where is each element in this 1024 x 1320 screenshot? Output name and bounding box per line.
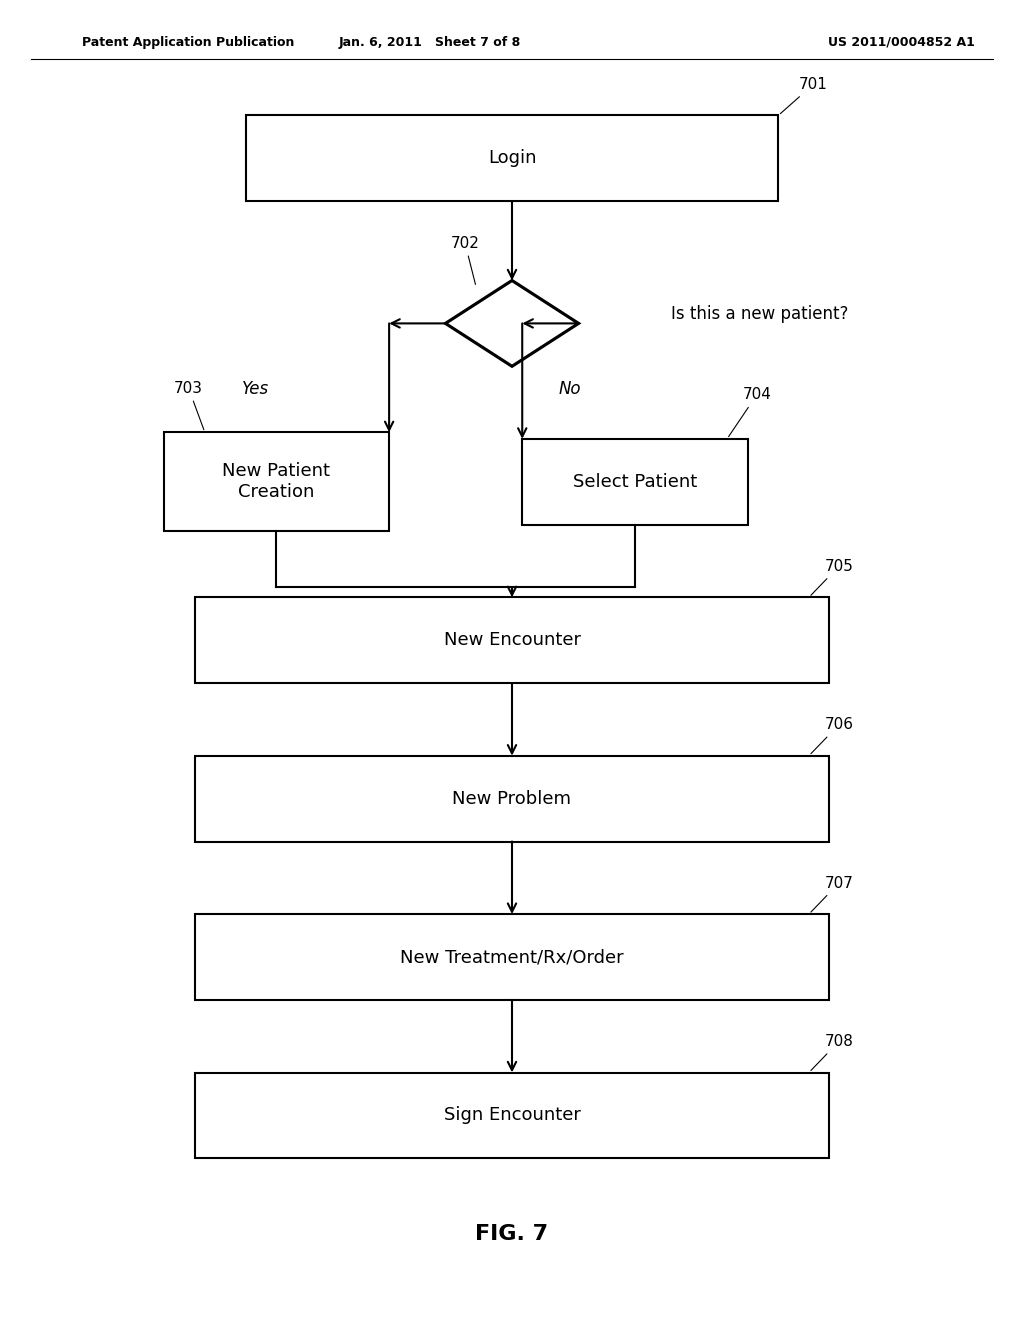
Text: 707: 707 xyxy=(811,875,853,912)
Text: US 2011/0004852 A1: US 2011/0004852 A1 xyxy=(827,36,975,49)
Text: 703: 703 xyxy=(174,380,204,430)
Text: New Patient
Creation: New Patient Creation xyxy=(222,462,331,502)
Text: 705: 705 xyxy=(811,558,853,595)
FancyBboxPatch shape xyxy=(522,438,748,524)
Text: Patent Application Publication: Patent Application Publication xyxy=(82,36,294,49)
Text: 701: 701 xyxy=(780,77,827,114)
Text: New Treatment/Rx/Order: New Treatment/Rx/Order xyxy=(400,948,624,966)
Text: Is this a new patient?: Is this a new patient? xyxy=(671,305,848,323)
Text: 704: 704 xyxy=(729,387,771,437)
Text: New Encounter: New Encounter xyxy=(443,631,581,649)
Text: New Problem: New Problem xyxy=(453,789,571,808)
Text: Yes: Yes xyxy=(243,380,269,399)
FancyBboxPatch shape xyxy=(195,755,829,842)
Text: FIG. 7: FIG. 7 xyxy=(475,1224,549,1245)
Text: Jan. 6, 2011   Sheet 7 of 8: Jan. 6, 2011 Sheet 7 of 8 xyxy=(339,36,521,49)
Text: Login: Login xyxy=(487,149,537,168)
Text: No: No xyxy=(558,380,581,399)
FancyBboxPatch shape xyxy=(195,913,829,1001)
FancyBboxPatch shape xyxy=(246,115,778,201)
Text: Select Patient: Select Patient xyxy=(572,473,697,491)
Polygon shape xyxy=(445,281,579,366)
FancyBboxPatch shape xyxy=(164,433,389,531)
Text: 706: 706 xyxy=(811,717,853,754)
FancyBboxPatch shape xyxy=(195,597,829,682)
Text: 702: 702 xyxy=(451,235,479,284)
FancyBboxPatch shape xyxy=(195,1072,829,1159)
Text: 708: 708 xyxy=(811,1034,853,1071)
Text: Sign Encounter: Sign Encounter xyxy=(443,1106,581,1125)
